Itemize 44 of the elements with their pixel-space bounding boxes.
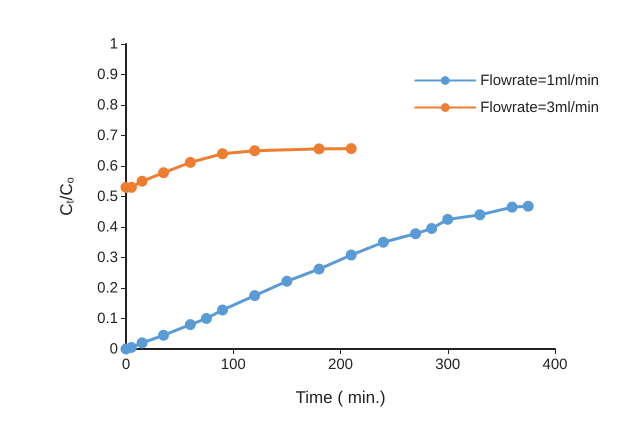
point (249, 290, 260, 302)
point (522, 200, 534, 212)
point (184, 156, 196, 168)
point (158, 330, 170, 341)
y-tick-label: 1 (110, 36, 118, 52)
point (442, 214, 454, 225)
point (314, 143, 325, 154)
y-tick-label: 0.1 (97, 310, 118, 327)
x-tick-label: 0 (122, 356, 130, 373)
x-axis-title: Time ( min.) (295, 388, 386, 407)
legend-label: Flowrate=3ml/min (480, 99, 600, 116)
point (474, 209, 486, 220)
y-tick-label: 0.5 (97, 188, 118, 205)
point (249, 145, 260, 156)
y-tick-label: 0.2 (97, 280, 118, 296)
point (506, 202, 518, 213)
y-axis-title: Ct/Co (57, 177, 76, 216)
point (217, 304, 228, 316)
point (158, 167, 170, 178)
y-tick-label: 0.8 (97, 96, 118, 114)
point (314, 264, 325, 275)
x-tick-label: 300 (435, 356, 460, 373)
point (410, 228, 422, 240)
point (184, 319, 196, 330)
point (346, 250, 357, 261)
point (126, 342, 137, 353)
point (426, 223, 438, 234)
legend-label: Flowrate=1ml/min (480, 72, 600, 89)
x-tick-label: 100 (220, 356, 246, 373)
point (346, 143, 357, 154)
y-tick-label: 0.6 (97, 158, 118, 174)
y-tick-label: 0.7 (97, 127, 118, 144)
y-tick-label: 0.4 (97, 218, 118, 236)
point (136, 337, 148, 348)
x-tick-label: 200 (328, 356, 354, 373)
y-tick-label: 0 (110, 340, 118, 358)
point (200, 313, 212, 324)
y-tick-label: 0.3 (97, 249, 118, 266)
x-tick-label: 400 (542, 356, 568, 373)
point (217, 148, 228, 160)
point (136, 176, 148, 187)
point (281, 276, 292, 287)
point (378, 236, 389, 248)
y-tick-label: 0.9 (97, 66, 118, 83)
